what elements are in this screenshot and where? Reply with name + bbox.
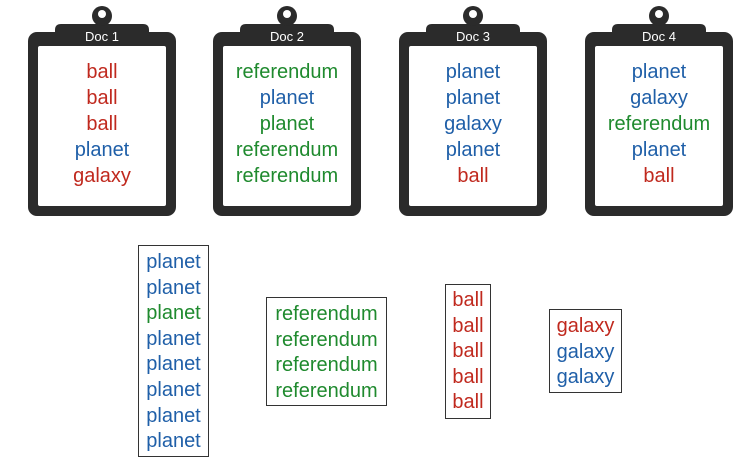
cluster-word: planet: [146, 404, 201, 427]
doc-word: ball: [86, 86, 118, 109]
doc-word: ball: [457, 164, 489, 187]
doc-word: planet: [445, 138, 501, 161]
cluster-word: ball: [452, 289, 484, 311]
cluster-word: galaxy: [556, 366, 615, 389]
doc-title: Doc 4: [642, 29, 676, 44]
cluster-word: ball: [452, 314, 484, 337]
doc-word: galaxy: [630, 86, 688, 109]
clipboard-icon: [585, 6, 733, 216]
cluster-word: referendum: [275, 379, 378, 402]
doc-word: planet: [259, 112, 315, 135]
doc-word: planet: [445, 86, 501, 109]
cluster-box-4: galaxy galaxy galaxy: [549, 309, 622, 393]
doc-word: planet: [74, 138, 130, 161]
doc-word-list: referendum planet planet referendum refe…: [212, 60, 362, 190]
cluster-word: planet: [146, 251, 201, 273]
doc-word: referendum: [235, 138, 339, 161]
doc-word: ball: [86, 112, 118, 135]
doc-word: planet: [631, 138, 687, 161]
clipboard-icon: [213, 6, 361, 216]
document-clipboard-3: Doc 3 planet planet galaxy planet ball: [398, 0, 548, 220]
doc-title: Doc 3: [456, 29, 490, 44]
cluster-word: referendum: [275, 303, 378, 325]
document-clipboard-4: Doc 4 planet galaxy referendum planet ba…: [584, 0, 734, 220]
doc-word: referendum: [607, 112, 711, 135]
cluster-word: galaxy: [556, 315, 615, 337]
cluster-word: planet: [146, 276, 201, 299]
cluster-word: ball: [452, 365, 484, 388]
clipboard-icon: [28, 6, 176, 216]
cluster-box-1: planet planet planet planet planet plane…: [138, 245, 209, 457]
document-clipboard-2: Doc 2 referendum planet planet referendu…: [212, 0, 362, 220]
doc-word: galaxy: [73, 164, 131, 187]
doc-title: Doc 2: [270, 29, 304, 44]
doc-word: referendum: [235, 61, 339, 83]
cluster-word: planet: [146, 430, 201, 453]
doc-word-list: planet planet galaxy planet ball: [398, 60, 548, 190]
doc-word-list: planet galaxy referendum planet ball: [584, 60, 734, 190]
cluster-word: galaxy: [556, 340, 615, 363]
doc-word: planet: [259, 86, 315, 109]
cluster-word: referendum: [275, 328, 378, 351]
clipboard-icon: [399, 6, 547, 216]
cluster-word: ball: [452, 391, 484, 414]
cluster-word: referendum: [275, 354, 378, 377]
cluster-word: ball: [452, 340, 484, 363]
document-clipboard-1: Doc 1 ball ball ball planet galaxy: [27, 0, 177, 220]
cluster-box-3: ball ball ball ball ball: [445, 284, 491, 419]
cluster-word: planet: [146, 327, 201, 350]
doc-word: ball: [643, 164, 675, 187]
doc-word: ball: [86, 61, 118, 83]
cluster-box-2: referendum referendum referendum referen…: [266, 297, 387, 406]
cluster-word: planet: [146, 378, 201, 401]
doc-word: planet: [631, 61, 687, 83]
doc-word-list: ball ball ball planet galaxy: [27, 60, 177, 190]
doc-title: Doc 1: [85, 29, 119, 44]
doc-word: referendum: [235, 164, 339, 187]
doc-word: planet: [445, 61, 501, 83]
cluster-word: planet: [146, 353, 201, 376]
doc-word: galaxy: [444, 112, 502, 135]
cluster-word: planet: [146, 302, 201, 325]
